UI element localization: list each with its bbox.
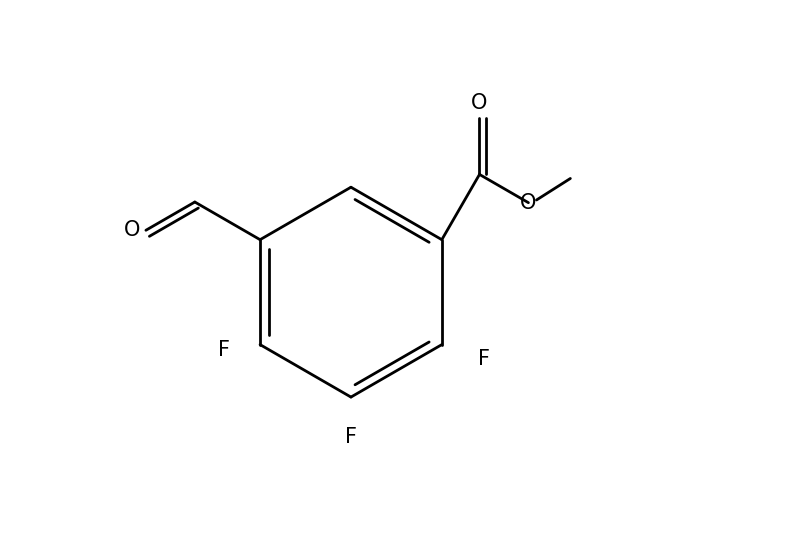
Text: F: F <box>345 427 357 447</box>
Text: O: O <box>520 193 537 213</box>
Text: F: F <box>478 349 490 369</box>
Text: O: O <box>125 220 140 240</box>
Text: F: F <box>218 340 230 360</box>
Text: O: O <box>471 93 488 113</box>
